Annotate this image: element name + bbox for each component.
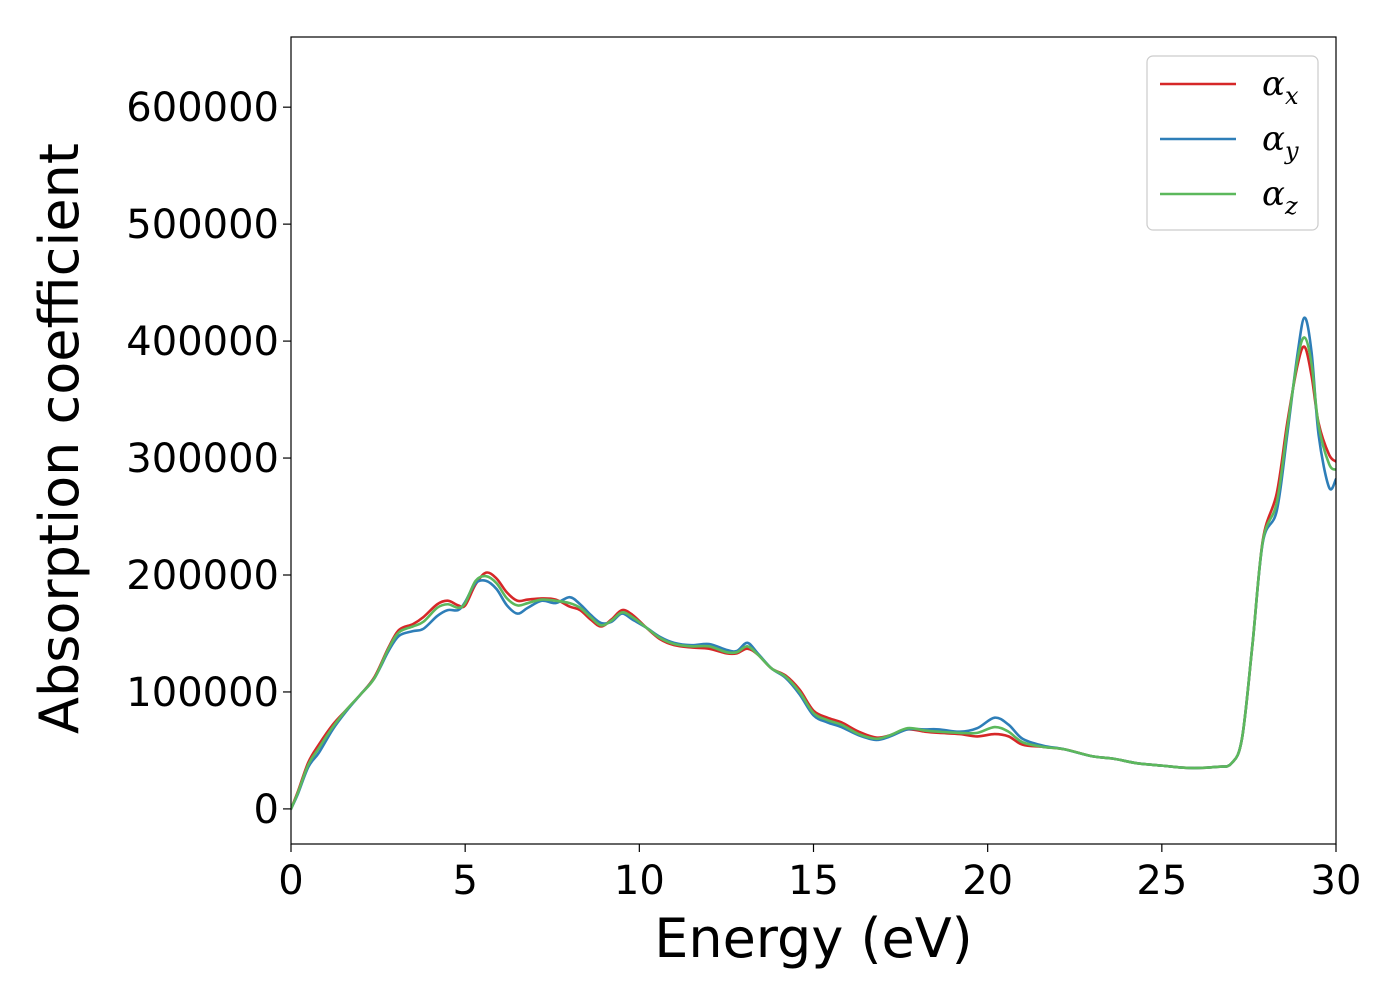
legend-box [1146,55,1319,231]
series-line-z [291,336,1336,811]
y-tick-label: 300000 [126,436,279,482]
y-tick-label: 400000 [126,319,279,365]
legend-subscript: y [1284,137,1299,165]
x-tick-label: 0 [278,858,303,904]
y-tick-label: 200000 [126,553,279,599]
ticks-layer: 0 5 10 15 20 25 30 0 100000 200000 300000 400000 500… [126,85,1361,904]
y-tick-label: 500000 [126,202,279,248]
x-tick-label: 15 [788,858,839,904]
y-tick-label: 100000 [126,670,279,716]
y-axis-label: Absorption coefficient [28,143,91,734]
x-tick-label: 10 [614,858,665,904]
legend-label-y: αy [1262,119,1299,165]
legend-label-x: αx [1262,64,1299,110]
x-tick-label: 25 [1136,858,1187,904]
y-tick-label: 600000 [126,85,279,131]
y-tick-label: 0 [254,787,279,833]
plot-frame [290,36,1337,845]
legend-symbol: α [1262,174,1285,214]
legend-label-z: αz [1262,174,1298,220]
legend-subscript: x [1285,82,1299,110]
x-tick-label: 5 [452,858,477,904]
x-axis-label: Energy (eV) [654,907,973,970]
legend-symbol: α [1262,64,1285,104]
series-layer [291,316,1336,811]
x-tick-label: 20 [962,858,1013,904]
x-tick-label: 30 [1311,858,1362,904]
legend-subscript: z [1284,192,1298,220]
legend-symbol: α [1262,119,1285,159]
